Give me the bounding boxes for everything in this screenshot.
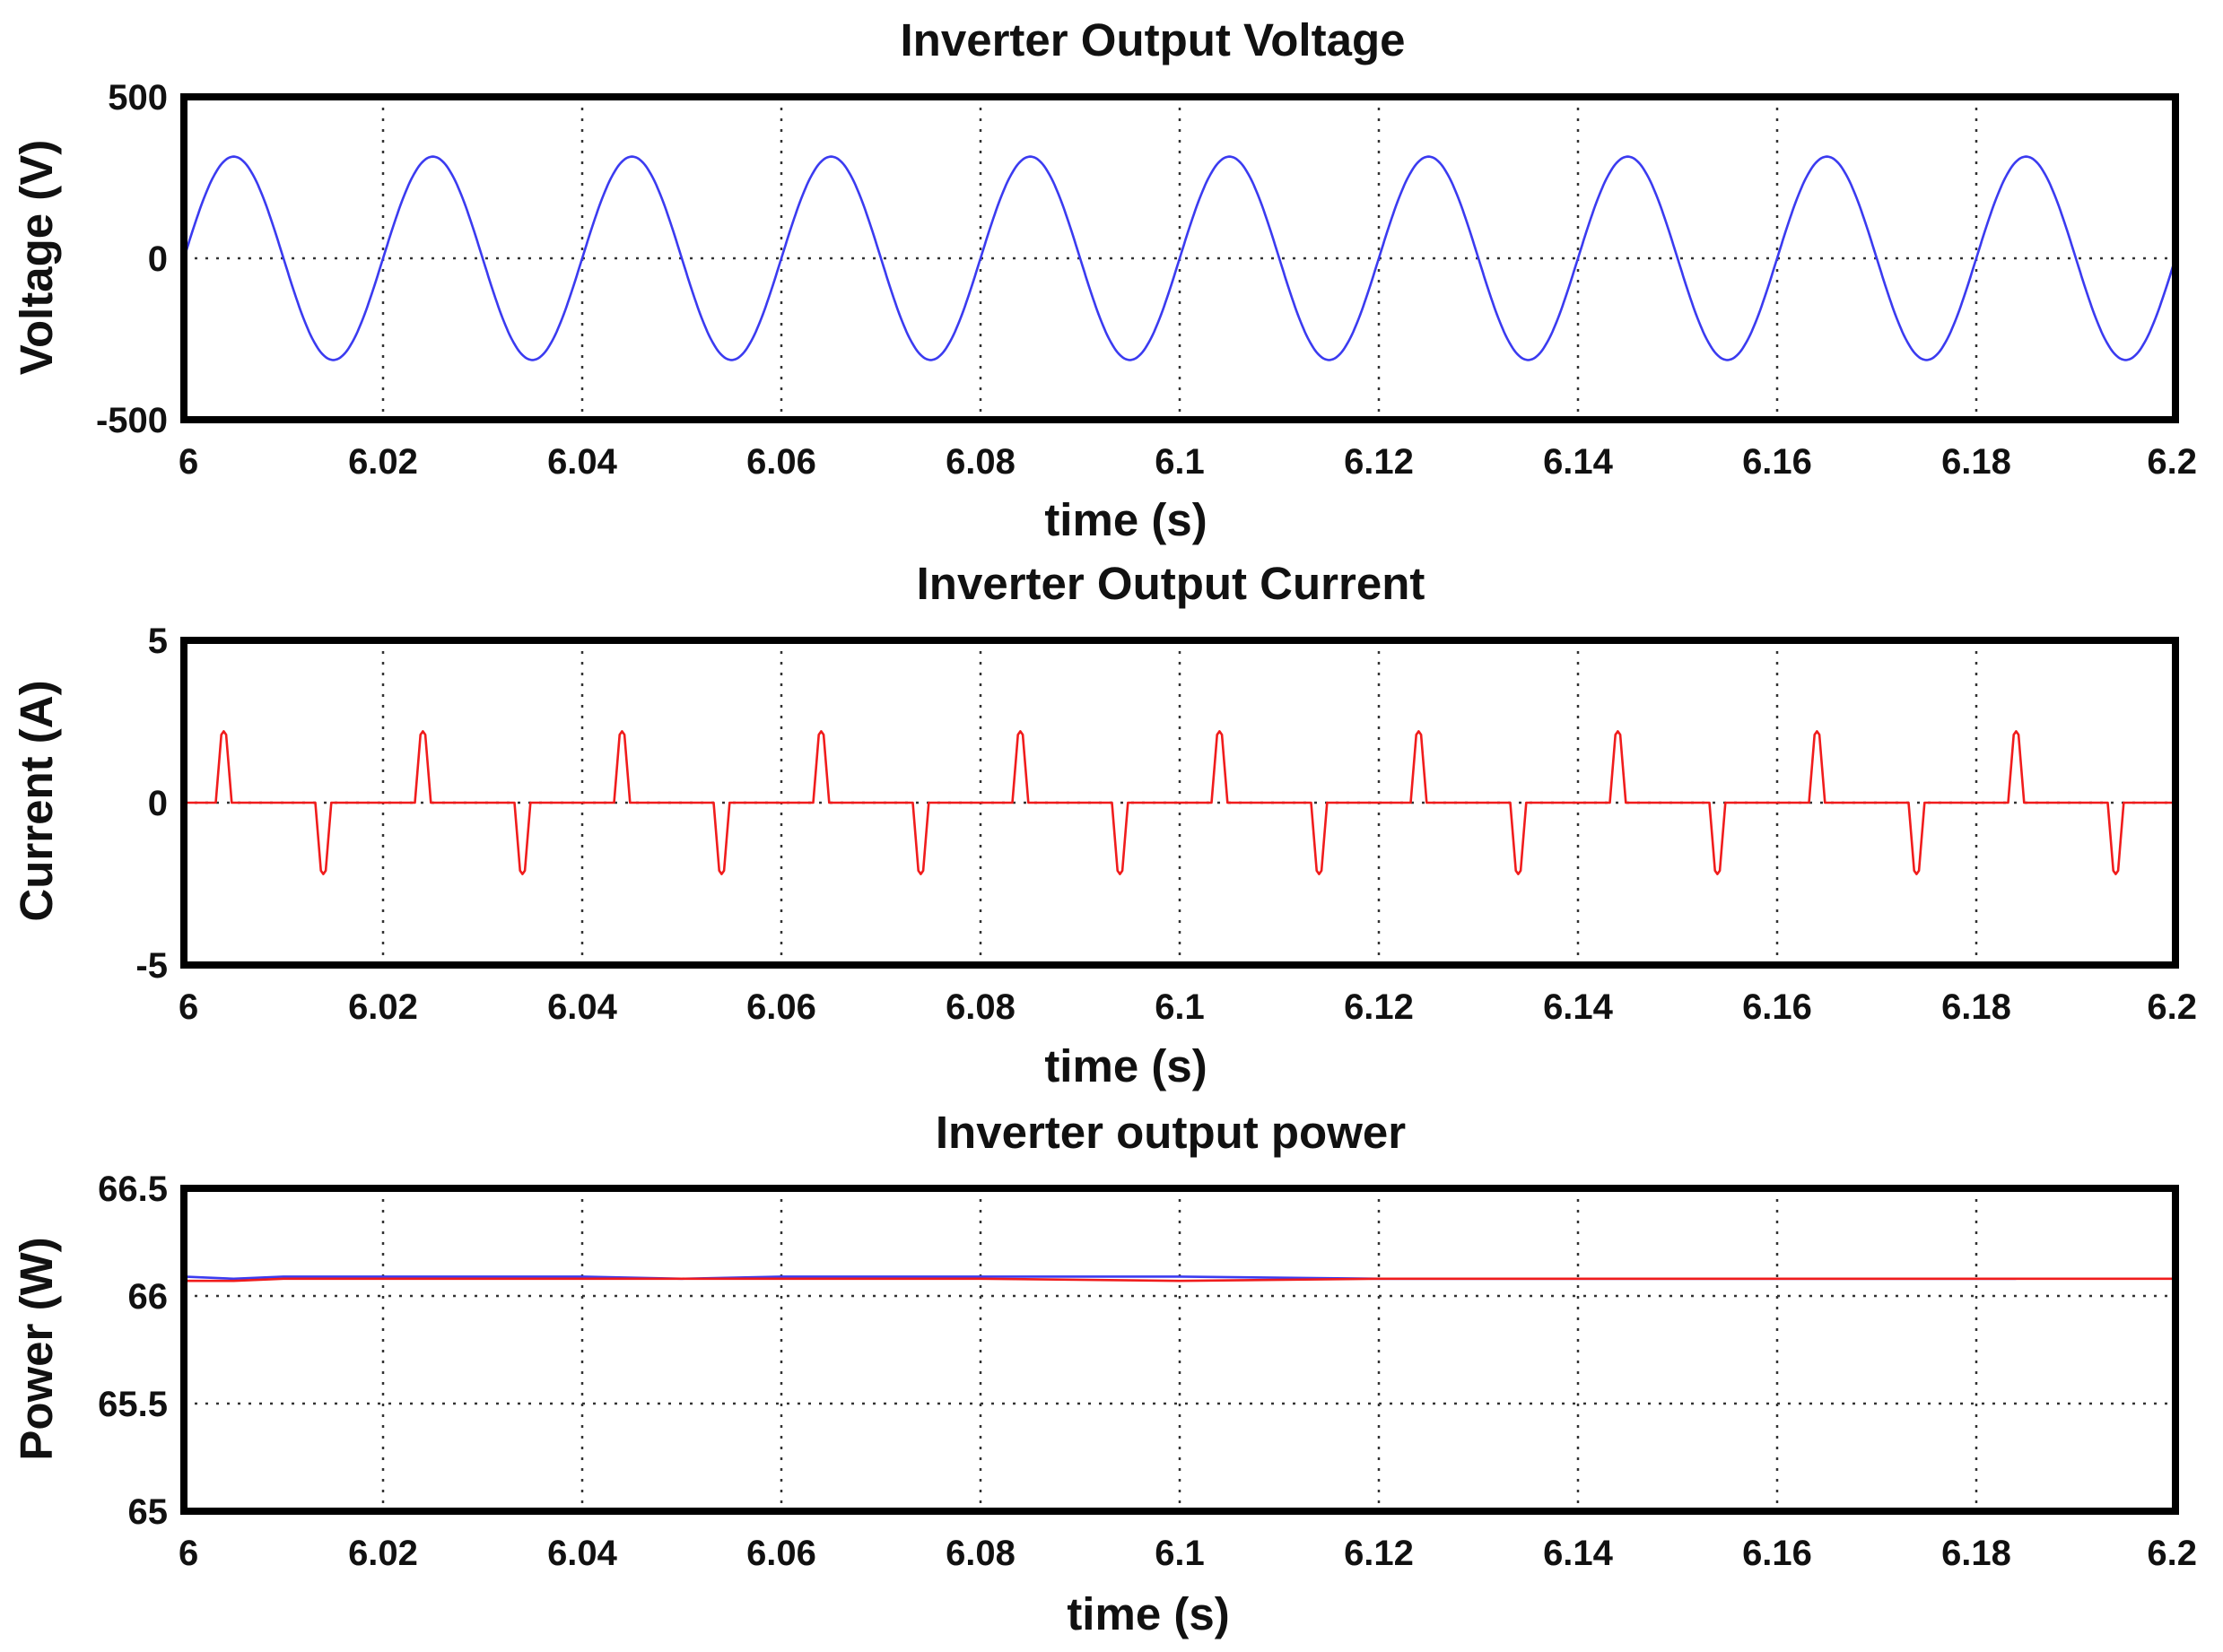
voltage-x-tick-label: 6.18 <box>1941 442 2011 482</box>
current-x-axis-label: time (s) <box>1044 1040 1207 1091</box>
power-x-tick-label: 6.14 <box>1543 1534 1614 1573</box>
voltage-panel: Inverter Output Voltage Voltage (V) time… <box>11 14 2197 545</box>
current-y-axis-label: Current (A) <box>11 680 62 921</box>
power-series-line-1 <box>184 1277 2175 1282</box>
power-x-tick-label: 6.06 <box>746 1534 816 1573</box>
voltage-x-tick-label: 6.14 <box>1543 442 1614 482</box>
current-x-tick-label: 6 <box>179 987 198 1027</box>
voltage-series-line-0 <box>182 155 2177 361</box>
power-y-tick-label: 65.5 <box>98 1385 168 1424</box>
power-x-tick-label: 6.02 <box>348 1534 418 1573</box>
power-chart-title: Inverter output power <box>936 1107 1406 1158</box>
power-plot-frame <box>180 1185 2179 1515</box>
voltage-y-axis-label: Voltage (V) <box>11 140 62 376</box>
voltage-x-tick-label: 6.04 <box>547 442 618 482</box>
current-x-tick-label: 6.14 <box>1543 987 1614 1027</box>
power-y-tick-label: 66 <box>128 1277 169 1317</box>
voltage-x-axis-label: time (s) <box>1044 494 1207 545</box>
power-y-axis-label: Power (W) <box>11 1237 62 1460</box>
current-y-tick-label: 0 <box>148 784 168 823</box>
voltage-x-tick-label: 6 <box>179 442 198 482</box>
current-y-tick-label: -5 <box>135 946 168 986</box>
voltage-series-group <box>182 155 2177 361</box>
current-x-tick-label: 6.1 <box>1155 987 1205 1027</box>
power-panel: Inverter output power Power (W) time (s)… <box>11 1107 2197 1639</box>
current-plot-frame <box>180 637 2179 969</box>
current-x-tick-label: 6.12 <box>1344 987 1414 1027</box>
voltage-y-tick-label: 500 <box>108 78 168 117</box>
voltage-tick-labels: 6 6.02 6.04 6.06 6.08 6.1 6.12 6.14 6.16 6.18 6.2 5… <box>96 78 2197 482</box>
current-tick-labels: 6 6.02 6.04 6.06 6.08 6.1 6.12 6.14 6.16 6.18 6.2 5… <box>135 622 2197 1027</box>
voltage-x-tick-label: 6.2 <box>2147 442 2197 482</box>
voltage-x-tick-label: 6.06 <box>746 442 816 482</box>
power-x-tick-label: 6.2 <box>2147 1534 2197 1573</box>
current-series-line-0 <box>184 730 2175 875</box>
current-x-tick-label: 6.06 <box>746 987 816 1027</box>
voltage-x-tick-label: 6.1 <box>1155 442 1205 482</box>
power-x-tick-label: 6.04 <box>547 1534 618 1573</box>
current-x-tick-label: 6.2 <box>2147 987 2197 1027</box>
current-x-tick-label: 6.02 <box>348 987 418 1027</box>
voltage-x-tick-label: 6.12 <box>1344 442 1414 482</box>
power-x-tick-label: 6.12 <box>1344 1534 1414 1573</box>
voltage-y-tick-label: -500 <box>96 401 168 440</box>
current-panel: Inverter Output Current Current (A) time… <box>11 558 2197 1091</box>
voltage-chart-title: Inverter Output Voltage <box>901 14 1406 65</box>
voltage-y-tick-label: 0 <box>148 239 168 279</box>
power-x-tick-label: 6 <box>179 1534 198 1573</box>
power-tick-labels: 6 6.02 6.04 6.06 6.08 6.1 6.12 6.14 6.16 6.18 6.2 6… <box>98 1169 2197 1573</box>
power-grid <box>184 1188 2175 1511</box>
power-x-tick-label: 6.18 <box>1941 1534 2011 1573</box>
voltage-x-tick-label: 6.16 <box>1742 442 1812 482</box>
voltage-plot-frame <box>180 93 2179 423</box>
power-x-axis-label: time (s) <box>1067 1588 1229 1639</box>
current-x-tick-label: 6.18 <box>1941 987 2011 1027</box>
power-series-group <box>183 1275 2175 1282</box>
current-x-tick-label: 6.08 <box>946 987 1016 1027</box>
voltage-x-tick-label: 6.02 <box>348 442 418 482</box>
power-x-tick-label: 6.16 <box>1742 1534 1812 1573</box>
current-x-tick-label: 6.04 <box>547 987 618 1027</box>
power-x-tick-label: 6.08 <box>946 1534 1016 1573</box>
power-y-tick-label: 65 <box>128 1492 169 1532</box>
current-y-tick-label: 5 <box>148 622 168 661</box>
power-y-tick-label: 66.5 <box>98 1169 168 1209</box>
power-x-tick-label: 6.1 <box>1155 1534 1205 1573</box>
current-x-tick-label: 6.16 <box>1742 987 1812 1027</box>
current-chart-title: Inverter Output Current <box>917 558 1425 609</box>
voltage-x-tick-label: 6.08 <box>946 442 1016 482</box>
current-series-group <box>184 730 2175 875</box>
